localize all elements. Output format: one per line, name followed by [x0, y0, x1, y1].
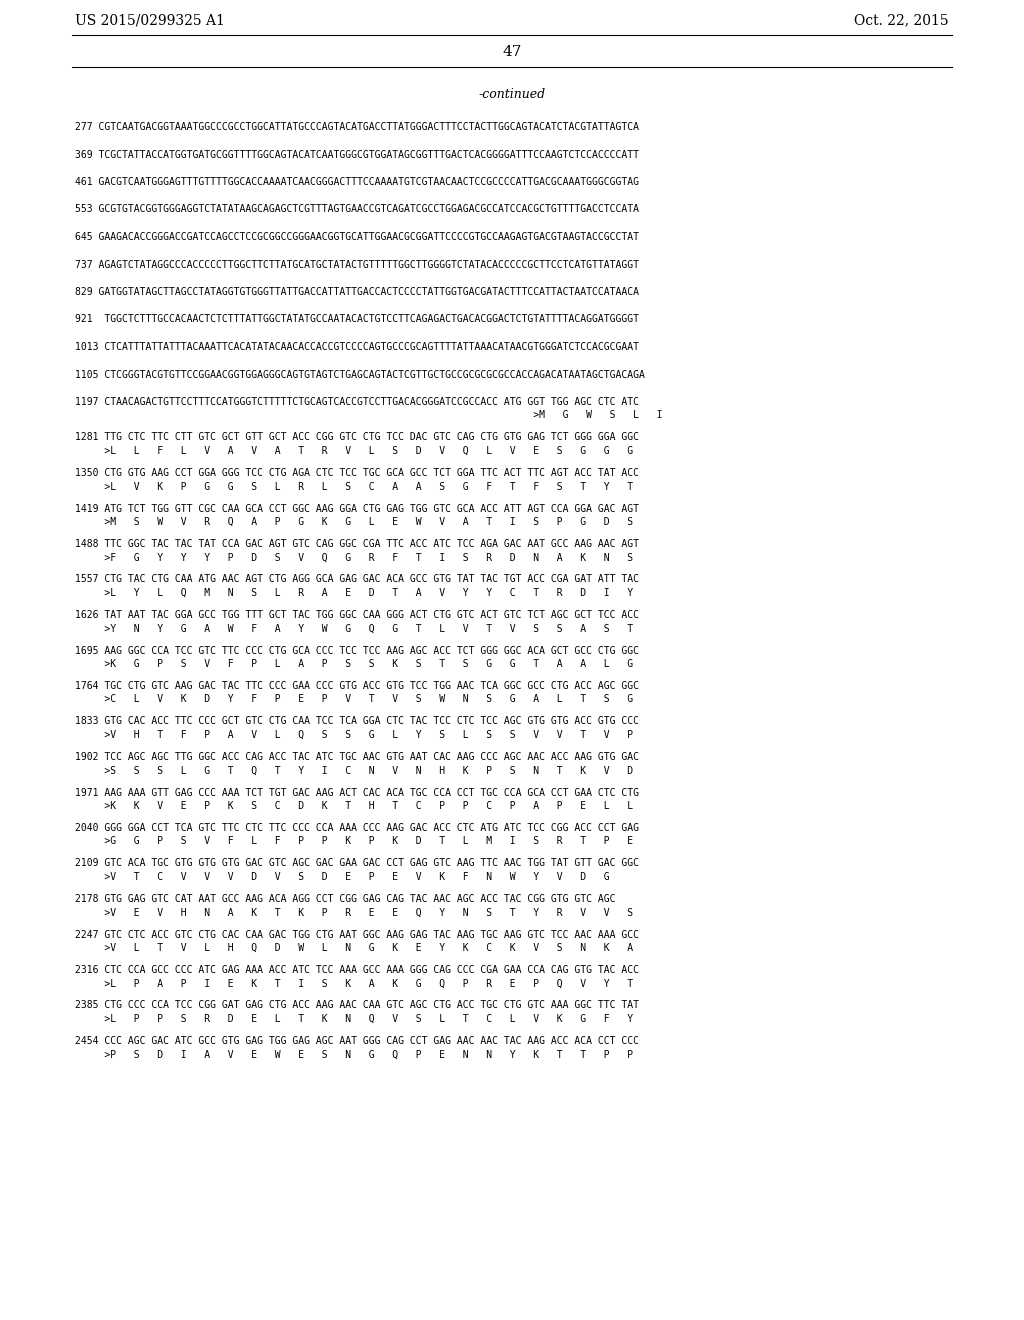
Text: >P   S   D   I   A   V   E   W   E   S   N   G   Q   P   E   N   N   Y   K   T  : >P S D I A V E W E S N G Q P E N N Y K T	[75, 1049, 633, 1060]
Text: >S   S   S   L   G   T   Q   T   Y   I   C   N   V   N   H   K   P   S   N   T  : >S S S L G T Q T Y I C N V N H K P S N T	[75, 766, 633, 776]
Text: Oct. 22, 2015: Oct. 22, 2015	[854, 13, 949, 26]
Text: >V   L   T   V   L   H   Q   D   W   L   N   G   K   E   Y   K   C   K   V   S  : >V L T V L H Q D W L N G K E Y K C K V S	[75, 942, 633, 953]
Text: 1105 CTCGGGTACGTGTTCCGGAACGGTGGAGGGCAGTGTAGTCTGAGCAGTACTCGTTGCTGCCGCGCGCGCCACCAG: 1105 CTCGGGTACGTGTTCCGGAACGGTGGAGGGCAGTG…	[75, 370, 645, 380]
Text: 737 AGAGTCTATAGGCCCACCCCCTTGGCTTCTTATGCATGCTATACTGTTTTTGGCTTGGGGTCTATACACCCCCGCT: 737 AGAGTCTATAGGCCCACCCCCTTGGCTTCTTATGCA…	[75, 260, 639, 269]
Text: 2454 CCC AGC GAC ATC GCC GTG GAG TGG GAG AGC AAT GGG CAG CCT GAG AAC AAC TAC AAG: 2454 CCC AGC GAC ATC GCC GTG GAG TGG GAG…	[75, 1036, 639, 1045]
Text: 1419 ATG TCT TGG GTT CGC CAA GCA CCT GGC AAG GGA CTG GAG TGG GTC GCA ACC ATT AGT: 1419 ATG TCT TGG GTT CGC CAA GCA CCT GGC…	[75, 503, 639, 513]
Text: >M   G   W   S   L   I: >M G W S L I	[75, 411, 663, 421]
Text: 1626 TAT AAT TAC GGA GCC TGG TTT GCT TAC TGG GGC CAA GGG ACT CTG GTC ACT GTC TCT: 1626 TAT AAT TAC GGA GCC TGG TTT GCT TAC…	[75, 610, 639, 620]
Text: >V   T   C   V   V   V   D   V   S   D   E   P   E   V   K   F   N   W   Y   V  : >V T C V V V D V S D E P E V K F N W Y V	[75, 873, 609, 882]
Text: 2316 CTC CCA GCC CCC ATC GAG AAA ACC ATC TCC AAA GCC AAA GGG CAG CCC CGA GAA CCA: 2316 CTC CCA GCC CCC ATC GAG AAA ACC ATC…	[75, 965, 639, 975]
Text: 369 TCGCTATTACCATGGTGATGCGGTTTTGGCAGTACATCAATGGGCGTGGATAGCGGTTTGACTCACGGGGATTTCC: 369 TCGCTATTACCATGGTGATGCGGTTTTGGCAGTACA…	[75, 149, 639, 160]
Text: 1013 CTCATTTATTATTTACAAATTCACATATACAACACCACCGTCCCCAGTGCCCGCAGTTTTATTAAACATAACGTG: 1013 CTCATTTATTATTTACAAATTCACATATACAACAC…	[75, 342, 639, 352]
Text: 461 GACGTCAATGGGAGTTTGTTTTGGCACCAAAATCAACGGGACTTTCCAAAATGTCGTAACAACTCCGCCCCATTGA: 461 GACGTCAATGGGAGTTTGTTTTGGCACCAAAATCAA…	[75, 177, 639, 187]
Text: >F   G   Y   Y   Y   P   D   S   V   Q   G   R   F   T   I   S   R   D   N   A  : >F G Y Y Y P D S V Q G R F T I S R D N A	[75, 553, 633, 562]
Text: 47: 47	[503, 45, 521, 59]
Text: 553 GCGTGTACGGTGGGAGGTCTATATAAGCAGAGCTCGTTTAGTGAACCGTCAGATCGCCTGGAGACGCCATCCACGC: 553 GCGTGTACGGTGGGAGGTCTATATAAGCAGAGCTCG…	[75, 205, 639, 214]
Text: >C   L   V   K   D   Y   F   P   E   P   V   T   V   S   W   N   S   G   A   L  : >C L V K D Y F P E P V T V S W N S G A L	[75, 694, 633, 705]
Text: 2109 GTC ACA TGC GTG GTG GTG GAC GTC AGC GAC GAA GAC CCT GAG GTC AAG TTC AAC TGG: 2109 GTC ACA TGC GTG GTG GTG GAC GTC AGC…	[75, 858, 639, 869]
Text: 1350 CTG GTG AAG CCT GGA GGG TCC CTG AGA CTC TCC TGC GCA GCC TCT GGA TTC ACT TTC: 1350 CTG GTG AAG CCT GGA GGG TCC CTG AGA…	[75, 469, 639, 478]
Text: >K   K   V   E   P   K   S   C   D   K   T   H   T   C   P   P   C   P   A   P  : >K K V E P K S C D K T H T C P P C P A P	[75, 801, 633, 810]
Text: 277 CGTCAATGACGGTAAATGGCCCGCCTGGCATTATGCCCAGTACATGACCTTATGGGACTTTCCTACTTGGCAGTAC: 277 CGTCAATGACGGTAAATGGCCCGCCTGGCATTATGC…	[75, 121, 639, 132]
Text: >Y   N   Y   G   A   W   F   A   Y   W   G   Q   G   T   L   V   T   V   S   S  : >Y N Y G A W F A Y W G Q G T L V T V S S	[75, 623, 633, 634]
Text: 2247 GTC CTC ACC GTC CTG CAC CAA GAC TGG CTG AAT GGC AAG GAG TAC AAG TGC AAG GTC: 2247 GTC CTC ACC GTC CTG CAC CAA GAC TGG…	[75, 929, 639, 940]
Text: >V   H   T   F   P   A   V   L   Q   S   S   G   L   Y   S   L   S   S   V   V  : >V H T F P A V L Q S S G L Y S L S S V V	[75, 730, 633, 741]
Text: >L   P   P   S   R   D   E   L   T   K   N   Q   V   S   L   T   C   L   V   K  : >L P P S R D E L T K N Q V S L T C L V K	[75, 1014, 633, 1024]
Text: 1902 TCC AGC AGC TTG GGC ACC CAG ACC TAC ATC TGC AAC GTG AAT CAC AAG CCC AGC AAC: 1902 TCC AGC AGC TTG GGC ACC CAG ACC TAC…	[75, 752, 639, 762]
Text: 2385 CTG CCC CCA TCC CGG GAT GAG CTG ACC AAG AAC CAA GTC AGC CTG ACC TGC CTG GTC: 2385 CTG CCC CCA TCC CGG GAT GAG CTG ACC…	[75, 1001, 639, 1011]
Text: >L   L   F   L   V   A   V   A   T   R   V   L   S   D   V   Q   L   V   E   S  : >L L F L V A V A T R V L S D V Q L V E S	[75, 446, 633, 455]
Text: 921  TGGCTCTTTGCCACAACTCTCTTTATTGGCTATATGCCAATACACTGTCCTTCAGAGACTGACACGGACTCTGTA: 921 TGGCTCTTTGCCACAACTCTCTTTATTGGCTATATG…	[75, 314, 639, 325]
Text: >L   P   A   P   I   E   K   T   I   S   K   A   K   G   Q   P   R   E   P   Q  : >L P A P I E K T I S K A K G Q P R E P Q	[75, 978, 633, 989]
Text: 1971 AAG AAA GTT GAG CCC AAA TCT TGT GAC AAG ACT CAC ACA TGC CCA CCT TGC CCA GCA: 1971 AAG AAA GTT GAG CCC AAA TCT TGT GAC…	[75, 788, 639, 797]
Text: >L   Y   L   Q   M   N   S   L   R   A   E   D   T   A   V   Y   Y   C   T   R  : >L Y L Q M N S L R A E D T A V Y Y C T R	[75, 587, 633, 598]
Text: >G   G   P   S   V   F   L   F   P   P   K   P   K   D   T   L   M   I   S   R  : >G G P S V F L F P P K P K D T L M I S R	[75, 837, 633, 846]
Text: >K   G   P   S   V   F   P   L   A   P   S   S   K   S   T   S   G   G   T   A  : >K G P S V F P L A P S S K S T S G G T A	[75, 659, 633, 669]
Text: >M   S   W   V   R   Q   A   P   G   K   G   L   E   W   V   A   T   I   S   P  : >M S W V R Q A P G K G L E W V A T I S P	[75, 517, 633, 527]
Text: 1197 CTAACAGACTGTTCCTTTCCATGGGTCTTTTTCTGCAGTCACCGTCCTTGACACGGGATCCGCCACC ATG GGT: 1197 CTAACAGACTGTTCCTTTCCATGGGTCTTTTTCTG…	[75, 397, 639, 407]
Text: >V   E   V   H   N   A   K   T   K   P   R   E   E   Q   Y   N   S   T   Y   R  : >V E V H N A K T K P R E E Q Y N S T Y R	[75, 908, 633, 917]
Text: 829 GATGGTATAGCTTAGCCTATAGGTGTGGGTTATTGACCATTATTGACCACTCCCCTATTGGTGACGATACTTTCCA: 829 GATGGTATAGCTTAGCCTATAGGTGTGGGTTATTGA…	[75, 286, 639, 297]
Text: 1764 TGC CTG GTC AAG GAC TAC TTC CCC GAA CCC GTG ACC GTG TCC TGG AAC TCA GGC GCC: 1764 TGC CTG GTC AAG GAC TAC TTC CCC GAA…	[75, 681, 639, 690]
Text: 2178 GTG GAG GTC CAT AAT GCC AAG ACA AGG CCT CGG GAG CAG TAC AAC AGC ACC TAC CGG: 2178 GTG GAG GTC CAT AAT GCC AAG ACA AGG…	[75, 894, 615, 904]
Text: -continued: -continued	[478, 88, 546, 102]
Text: 645 GAAGACACCGGGACCGATCCAGCCTCCGCGGCCGGGAACGGTGCATTGGAACGCGGATTCCCCGTGCCAAGAGTGA: 645 GAAGACACCGGGACCGATCCAGCCTCCGCGGCCGGG…	[75, 232, 639, 242]
Text: 2040 GGG GGA CCT TCA GTC TTC CTC TTC CCC CCA AAA CCC AAG GAC ACC CTC ATG ATC TCC: 2040 GGG GGA CCT TCA GTC TTC CTC TTC CCC…	[75, 822, 639, 833]
Text: 1833 GTG CAC ACC TTC CCC GCT GTC CTG CAA TCC TCA GGA CTC TAC TCC CTC TCC AGC GTG: 1833 GTG CAC ACC TTC CCC GCT GTC CTG CAA…	[75, 717, 639, 726]
Text: US 2015/0299325 A1: US 2015/0299325 A1	[75, 13, 225, 26]
Text: 1557 CTG TAC CTG CAA ATG AAC AGT CTG AGG GCA GAG GAC ACA GCC GTG TAT TAC TGT ACC: 1557 CTG TAC CTG CAA ATG AAC AGT CTG AGG…	[75, 574, 639, 585]
Text: 1281 TTG CTC TTC CTT GTC GCT GTT GCT ACC CGG GTC CTG TCC DAC GTC CAG CTG GTG GAG: 1281 TTG CTC TTC CTT GTC GCT GTT GCT ACC…	[75, 433, 639, 442]
Text: 1695 AAG GGC CCA TCC GTC TTC CCC CTG GCA CCC TCC TCC AAG AGC ACC TCT GGG GGC ACA: 1695 AAG GGC CCA TCC GTC TTC CCC CTG GCA…	[75, 645, 639, 656]
Text: >L   V   K   P   G   G   S   L   R   L   S   C   A   A   S   G   F   T   F   S  : >L V K P G G S L R L S C A A S G F T F S	[75, 482, 633, 491]
Text: 1488 TTC GGC TAC TAC TAT CCA GAC AGT GTC CAG GGC CGA TTC ACC ATC TCC AGA GAC AAT: 1488 TTC GGC TAC TAC TAT CCA GAC AGT GTC…	[75, 539, 639, 549]
